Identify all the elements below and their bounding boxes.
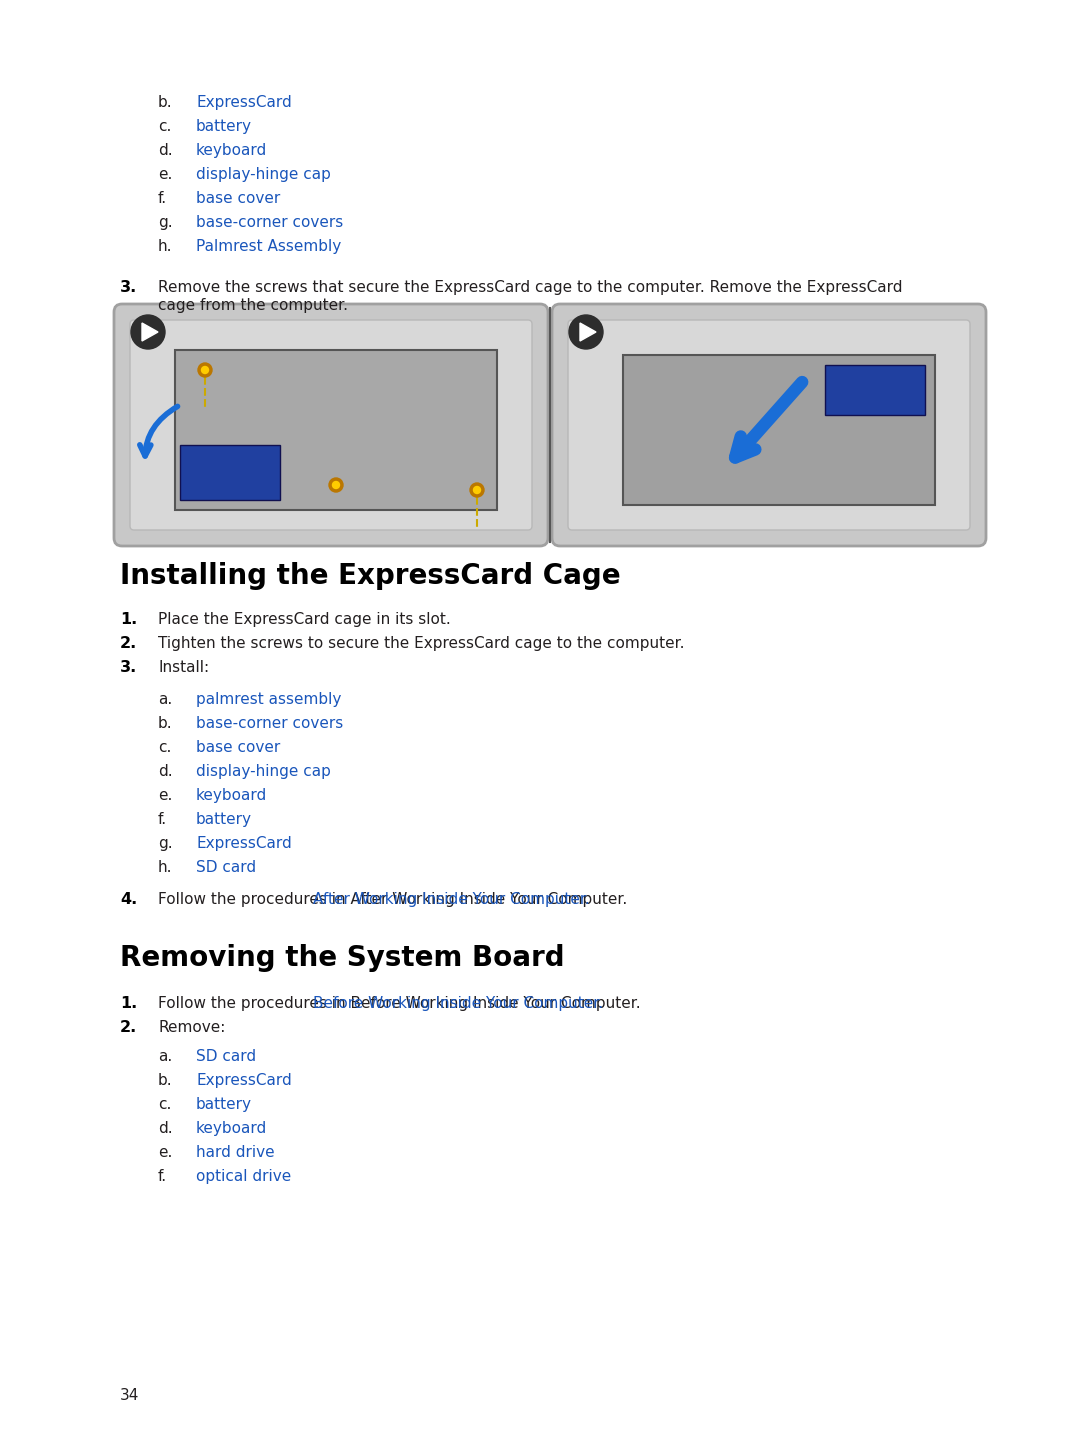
Text: 4.: 4.	[120, 892, 137, 906]
Text: keyboard: keyboard	[195, 1121, 267, 1136]
Text: battery: battery	[195, 1097, 252, 1111]
Text: c.: c.	[158, 119, 172, 133]
Text: battery: battery	[195, 812, 252, 827]
Text: base-corner covers: base-corner covers	[195, 716, 343, 731]
Text: Place the ExpressCard cage in its slot.: Place the ExpressCard cage in its slot.	[158, 612, 450, 627]
Text: a.: a.	[158, 693, 172, 707]
Text: d.: d.	[158, 764, 173, 779]
Text: f.: f.	[158, 812, 167, 827]
Text: cage from the computer.: cage from the computer.	[158, 298, 348, 313]
Circle shape	[333, 482, 339, 489]
Text: b.: b.	[158, 1073, 173, 1088]
Text: b.: b.	[158, 716, 173, 731]
Text: battery: battery	[195, 119, 252, 133]
Text: 34: 34	[120, 1388, 139, 1402]
Text: d.: d.	[158, 1121, 173, 1136]
Text: After Working Inside Your Computer.: After Working Inside Your Computer.	[313, 892, 590, 906]
Text: a.: a.	[158, 1050, 172, 1064]
Text: 3.: 3.	[120, 280, 137, 295]
Text: Palmrest Assembly: Palmrest Assembly	[195, 239, 341, 254]
Text: e.: e.	[158, 789, 173, 803]
Circle shape	[569, 315, 603, 348]
Circle shape	[329, 478, 343, 492]
Text: ExpressCard: ExpressCard	[195, 836, 292, 850]
Text: Remove:: Remove:	[158, 1020, 226, 1035]
Text: f.: f.	[158, 1169, 167, 1184]
Bar	[558, 310, 980, 541]
Text: g.: g.	[158, 215, 173, 229]
Bar	[180, 445, 280, 500]
Text: SD card: SD card	[195, 860, 256, 875]
Text: Remove the screws that secure the ExpressCard cage to the computer. Remove the E: Remove the screws that secure the Expres…	[158, 280, 903, 295]
Text: palmrest assembly: palmrest assembly	[195, 693, 341, 707]
FancyBboxPatch shape	[114, 304, 548, 546]
Text: c.: c.	[158, 1097, 172, 1111]
Text: Follow the procedures in Before Working Inside Your Computer.: Follow the procedures in Before Working …	[158, 997, 640, 1011]
Text: e.: e.	[158, 1144, 173, 1160]
Text: keyboard: keyboard	[195, 143, 267, 158]
Text: 2.: 2.	[120, 1020, 137, 1035]
Text: 3.: 3.	[120, 660, 137, 675]
Text: Before Working Inside Your Computer.: Before Working Inside Your Computer.	[313, 997, 603, 1011]
Bar	[825, 366, 924, 414]
Text: d.: d.	[158, 143, 173, 158]
Text: SD card: SD card	[195, 1050, 256, 1064]
Circle shape	[131, 315, 165, 348]
Bar	[175, 350, 497, 511]
Text: Tighten the screws to secure the ExpressCard cage to the computer.: Tighten the screws to secure the Express…	[158, 637, 685, 651]
Text: base-corner covers: base-corner covers	[195, 215, 343, 229]
Text: hard drive: hard drive	[195, 1144, 274, 1160]
Text: 2.: 2.	[120, 637, 137, 651]
FancyBboxPatch shape	[552, 304, 986, 546]
Text: base cover: base cover	[195, 740, 280, 754]
Polygon shape	[141, 323, 158, 341]
Circle shape	[473, 486, 481, 493]
Text: ExpressCard: ExpressCard	[195, 1073, 292, 1088]
Text: Removing the System Board: Removing the System Board	[120, 944, 565, 972]
Text: 1.: 1.	[120, 997, 137, 1011]
Text: base cover: base cover	[195, 191, 280, 206]
Text: f.: f.	[158, 191, 167, 206]
Text: Installing the ExpressCard Cage: Installing the ExpressCard Cage	[120, 562, 621, 589]
Circle shape	[470, 483, 484, 498]
Text: e.: e.	[158, 166, 173, 182]
Text: b.: b.	[158, 95, 173, 110]
Text: h.: h.	[158, 860, 173, 875]
Text: g.: g.	[158, 836, 173, 850]
Bar	[120, 310, 542, 541]
FancyBboxPatch shape	[568, 320, 970, 531]
Text: display-hinge cap: display-hinge cap	[195, 764, 330, 779]
Text: Follow the procedures in After Working Inside Your Computer.: Follow the procedures in After Working I…	[158, 892, 627, 906]
Text: display-hinge cap: display-hinge cap	[195, 166, 330, 182]
Bar	[623, 356, 935, 505]
Text: h.: h.	[158, 239, 173, 254]
Text: Install:: Install:	[158, 660, 210, 675]
Polygon shape	[580, 323, 596, 341]
FancyBboxPatch shape	[130, 320, 532, 531]
Circle shape	[202, 367, 208, 373]
Text: c.: c.	[158, 740, 172, 754]
Circle shape	[198, 363, 212, 377]
Text: keyboard: keyboard	[195, 789, 267, 803]
Text: ExpressCard: ExpressCard	[195, 95, 292, 110]
Text: 1.: 1.	[120, 612, 137, 627]
Text: optical drive: optical drive	[195, 1169, 292, 1184]
